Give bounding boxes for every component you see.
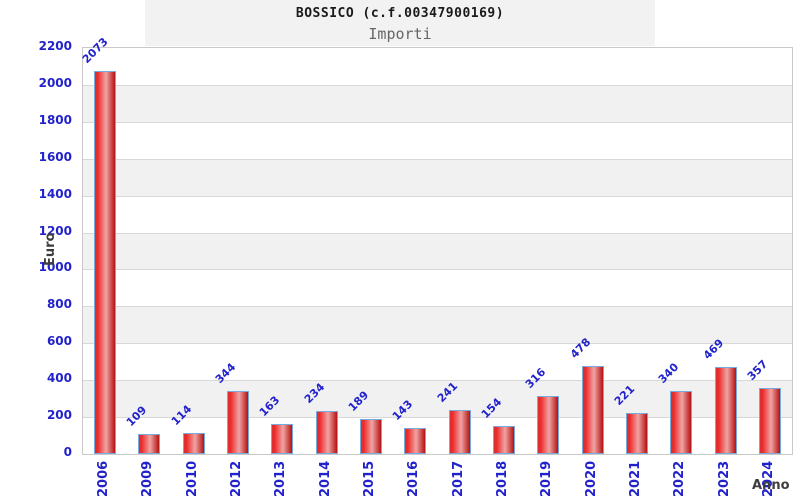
x-tick-label-2014: 2014 (317, 460, 333, 497)
y-tick-label: 400 (46, 371, 72, 386)
y-tick-label: 2200 (38, 39, 72, 53)
y-tick-label: 1400 (38, 186, 72, 201)
bar-2012 (227, 391, 250, 454)
x-tick-label-2006: 2006 (96, 460, 112, 497)
y-tick-label: 1800 (38, 112, 72, 127)
bar-2006 (94, 71, 117, 454)
bar-2016 (404, 428, 427, 454)
plot-area: 2073 109 114 344 163 234 189 143 241 154 316 478 221… (80, 35, 793, 455)
y-tick-label: 0 (63, 445, 72, 459)
bar-2009 (138, 434, 161, 454)
plot-stripe (83, 158, 792, 196)
x-tick-label-2015: 2015 (362, 460, 378, 497)
bar-2010 (182, 433, 205, 454)
plot-stripe (83, 121, 792, 159)
y-axis-title: Euro (43, 232, 58, 266)
plot-stripe (83, 269, 792, 306)
bar-2017 (448, 410, 471, 454)
y-tick-label: 1600 (38, 149, 72, 164)
x-tick-label-2017: 2017 (450, 460, 466, 497)
plot-stripe (83, 417, 792, 454)
y-tick-label: 1200 (38, 223, 72, 238)
plot-stripe (83, 48, 792, 85)
y-tick-label: 800 (46, 297, 72, 312)
plot-stripe (83, 84, 792, 122)
plot-stripe (83, 343, 792, 380)
bar-2014 (315, 411, 338, 454)
bar-2024 (758, 388, 781, 454)
y-tick-label: 200 (46, 408, 72, 423)
chart-header: BOSSICO (c.f.00347900169) Importi (145, 0, 655, 46)
x-tick-label-2009: 2009 (140, 460, 156, 497)
bar-2019 (537, 396, 560, 454)
bar-2013 (271, 424, 294, 454)
x-tick-label-2022: 2022 (672, 460, 688, 497)
bar-2022 (670, 391, 693, 454)
x-tick-label-2023: 2023 (716, 460, 732, 497)
x-tick-label-2019: 2019 (539, 460, 555, 497)
bar-2021 (625, 413, 648, 454)
bar-2023 (714, 367, 737, 454)
chart-title: BOSSICO (c.f.00347900169) (295, 6, 505, 21)
bar-2020 (581, 366, 604, 454)
plot-stripe (83, 306, 792, 344)
x-tick-label-2020: 2020 (583, 460, 599, 497)
x-tick-label-2021: 2021 (627, 460, 643, 497)
y-tick-label: 2000 (38, 75, 72, 90)
chart-subtitle: Importi (368, 25, 432, 43)
x-tick-label-2013: 2013 (273, 460, 289, 497)
plot-stripe (83, 232, 792, 270)
x-tick-label-2018: 2018 (494, 460, 510, 497)
plot-stripe (83, 195, 792, 233)
bar-2015 (360, 419, 383, 454)
x-tick-label-2012: 2012 (229, 460, 245, 497)
y-tick-label: 600 (46, 334, 72, 349)
x-tick-label-2010: 2010 (184, 460, 200, 497)
y-tick-label: 1000 (38, 260, 72, 275)
x-axis-title: Anno (752, 478, 790, 493)
bar-2018 (492, 426, 515, 454)
x-tick-label-2016: 2016 (406, 460, 422, 497)
